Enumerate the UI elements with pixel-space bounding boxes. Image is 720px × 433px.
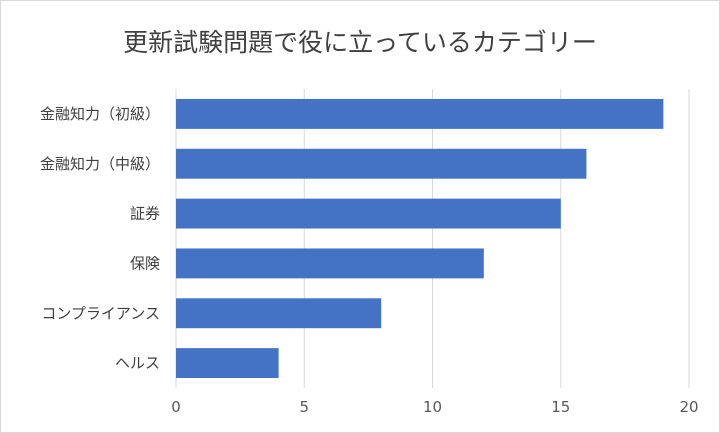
- x-tick-label: 15: [551, 398, 570, 416]
- bar: [176, 198, 561, 229]
- x-tick-label: 0: [171, 398, 181, 416]
- x-tick-label: 20: [679, 398, 698, 416]
- bar: [176, 348, 279, 379]
- x-tick-label: 10: [423, 398, 442, 416]
- category-label: 保険: [130, 254, 160, 272]
- bar: [176, 248, 484, 279]
- bar: [176, 298, 382, 329]
- bar: [176, 148, 587, 179]
- x-tick-label: 5: [299, 398, 309, 416]
- category-label: ヘルス: [115, 354, 160, 372]
- chart-title: 更新試験問題で役に立っているカテゴリー: [123, 28, 597, 57]
- category-label: コンプライアンス: [41, 304, 160, 322]
- category-label: 金融知力（中級）: [40, 155, 160, 173]
- category-label: 金融知力（初級）: [40, 105, 160, 123]
- category-label: 証券: [130, 205, 160, 223]
- bar: [176, 98, 664, 129]
